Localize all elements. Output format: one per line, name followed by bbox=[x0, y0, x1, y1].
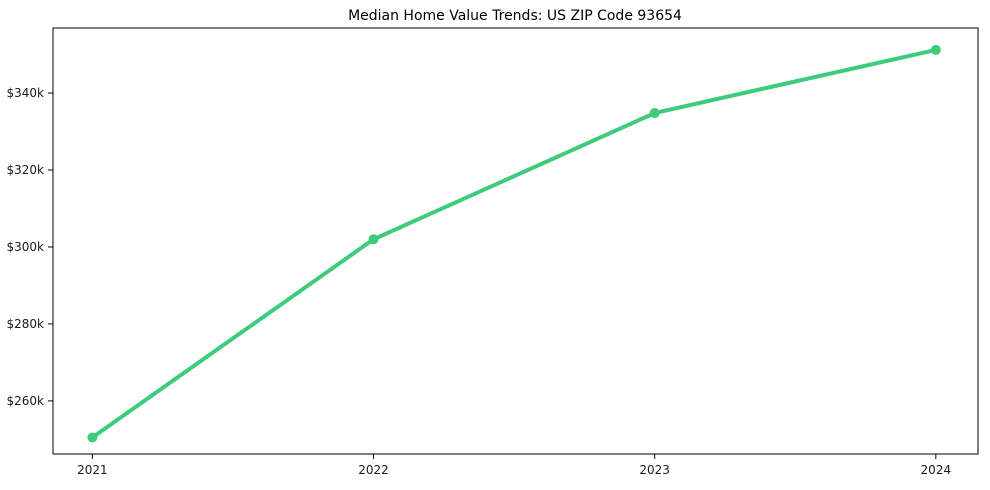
y-tick-label: $280k bbox=[7, 317, 45, 331]
data-point-marker bbox=[930, 44, 941, 55]
x-tick-label: 2024 bbox=[921, 463, 952, 477]
plot-border bbox=[52, 27, 979, 455]
chart-title: Median Home Value Trends: US ZIP Code 93… bbox=[348, 8, 682, 24]
x-tick-label: 2022 bbox=[358, 463, 389, 477]
x-tick-label: 2021 bbox=[77, 463, 108, 477]
data-point-marker bbox=[649, 108, 660, 119]
plot-area: $260k $280k $300k $320k $340k 2021 2022 2023 202… bbox=[7, 27, 979, 477]
y-tick-label: $320k bbox=[7, 163, 45, 177]
trend-line bbox=[90, 47, 938, 440]
y-tick-label: $260k bbox=[7, 394, 45, 408]
data-point-marker bbox=[87, 432, 98, 443]
x-tick-label: 2023 bbox=[639, 463, 670, 477]
y-tick-label: $340k bbox=[7, 86, 45, 100]
y-tick-label: $300k bbox=[7, 240, 45, 254]
data-point-marker bbox=[368, 234, 379, 245]
